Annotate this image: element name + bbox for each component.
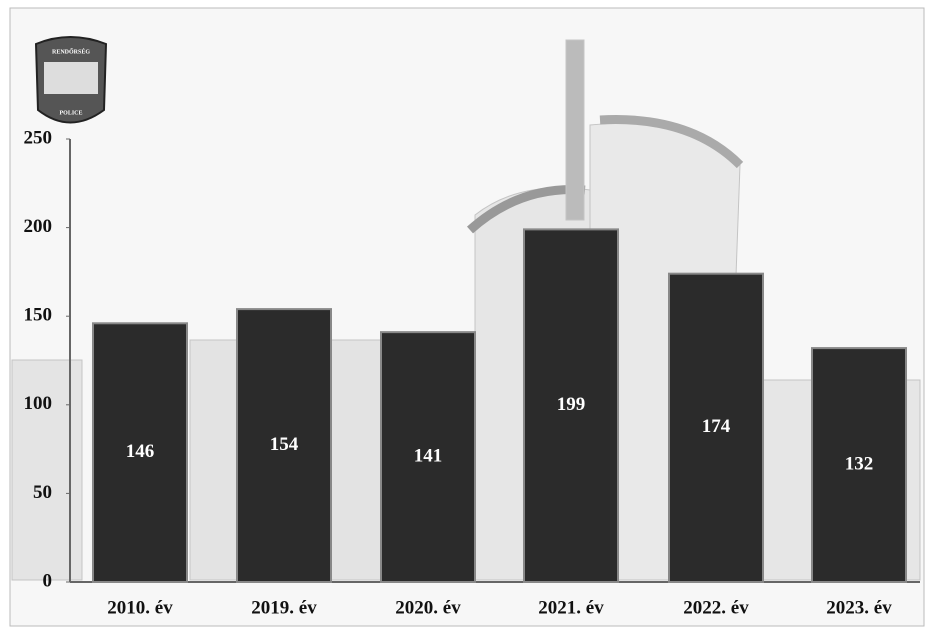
x-tick-label: 2010. év (107, 597, 173, 618)
x-tick-label: 2022. év (683, 597, 749, 618)
value-label: 174 (702, 416, 731, 437)
y-tick-label: 50 (33, 482, 52, 503)
x-tick-label: 2020. év (395, 597, 461, 618)
badge-top: RENDŐRSÉG (52, 47, 90, 55)
value-label: 132 (845, 453, 874, 474)
badge-bottom: POLICE (59, 110, 82, 116)
y-tick-label: 100 (24, 393, 53, 414)
y-tick-label: 200 (24, 216, 53, 237)
value-label: 141 (414, 445, 443, 466)
chart: RENDŐRSÉG POLICE 0 50 100 150 200 250 2010. év… (0, 0, 932, 635)
value-label: 154 (270, 434, 299, 455)
x-tick-label: 2023. év (826, 597, 892, 618)
y-tick-label: 0 (43, 570, 53, 591)
x-tick-label: 2019. év (251, 597, 317, 618)
x-tick-label: 2021. év (538, 597, 604, 618)
y-tick-label: 250 (24, 127, 53, 148)
value-label: 199 (557, 394, 586, 415)
y-tick-label: 150 (24, 305, 53, 326)
value-label: 146 (126, 441, 155, 462)
badge: RENDŐRSÉG POLICE (36, 37, 106, 123)
